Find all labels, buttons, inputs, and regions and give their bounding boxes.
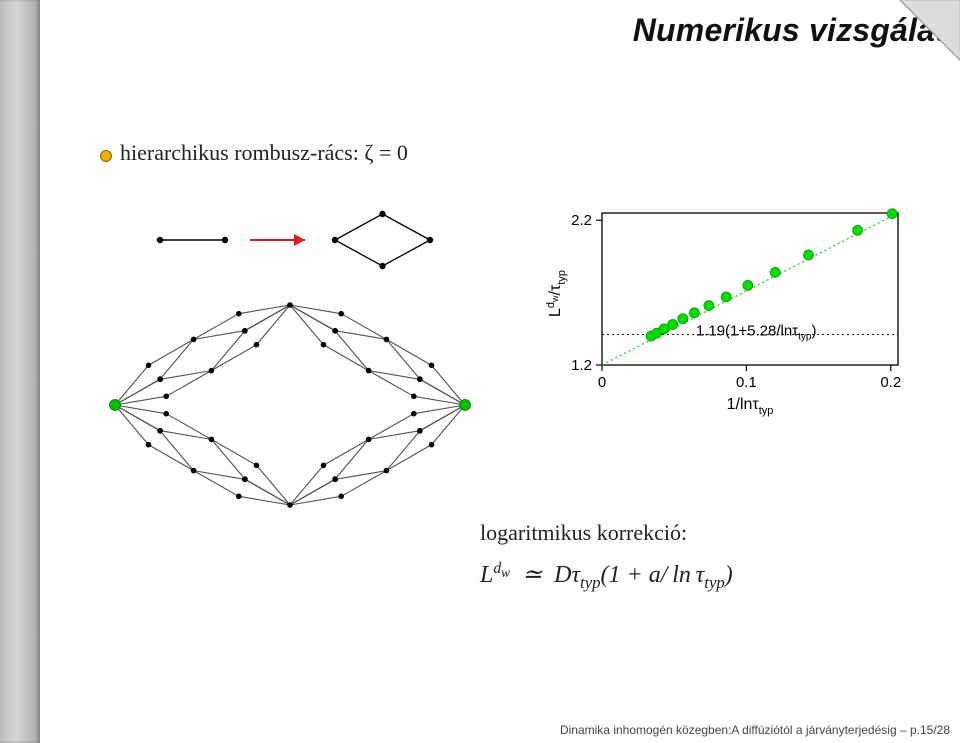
corner-fold <box>217 0 960 743</box>
sidebar-decor <box>0 0 40 743</box>
bullet-icon <box>100 150 112 162</box>
